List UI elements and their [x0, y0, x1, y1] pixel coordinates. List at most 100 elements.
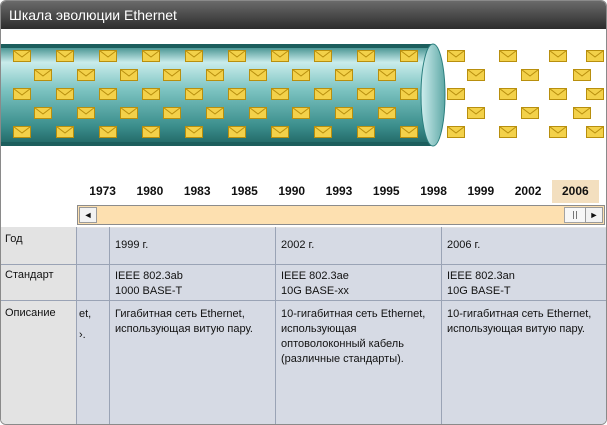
window-title: Шкала эволюции Ethernet [1, 1, 606, 29]
standards-table: Год Стандарт Описание et, ›. 1999 г. IEE… [1, 227, 606, 424]
scroll-thumb[interactable] [564, 207, 586, 223]
year-cell: 2002 г. [281, 239, 315, 251]
year-selector: 1973 1980 1983 1985 1990 1993 1995 1998 1999 2002… [79, 180, 599, 203]
envelope-icon [271, 50, 289, 62]
envelope-icon [335, 69, 353, 81]
year-button-1985[interactable]: 1985 [231, 184, 258, 198]
timeline-scrollbar[interactable]: ◄ ► [77, 205, 605, 225]
standard-cell: IEEE 802.3ab 1000 BASE-T [115, 269, 183, 299]
year-button-1998[interactable]: 1998 [420, 184, 447, 198]
row-header-year: Год [5, 233, 23, 245]
column-divider [275, 227, 276, 424]
row-header-description: Описание [5, 307, 56, 319]
envelope-icon [586, 88, 604, 100]
envelope-icon [99, 88, 117, 100]
envelope-icon [185, 126, 203, 138]
column-divider [76, 227, 77, 424]
year-button-1995[interactable]: 1995 [372, 184, 400, 198]
scroll-left-icon[interactable]: ◄ [79, 207, 97, 223]
envelope-icon [357, 126, 375, 138]
envelope-icon [56, 50, 74, 62]
year-button-1973[interactable]: 1973 [89, 184, 116, 198]
envelope-icon [447, 126, 465, 138]
envelope-icon [378, 69, 396, 81]
envelope-icon [499, 50, 517, 62]
envelope-icon [163, 107, 181, 119]
envelope-icon [185, 50, 203, 62]
pipe-end [420, 43, 446, 147]
envelope-icon [249, 107, 267, 119]
standard-code: 1000 BASE-T [115, 285, 183, 297]
envelope-icon [13, 126, 31, 138]
year-cell: 2006 г. [447, 239, 481, 251]
envelope-icon [13, 50, 31, 62]
thumb-grip [573, 211, 574, 219]
envelope-icon [56, 88, 74, 100]
partial-description-line: et, [79, 308, 92, 320]
envelope-icon [549, 88, 567, 100]
envelope-icon [549, 50, 567, 62]
envelope-icon [271, 126, 289, 138]
standard-code: 10G BASE-xx [281, 285, 349, 297]
envelope-icon [34, 69, 52, 81]
envelope-icon [249, 69, 267, 81]
envelope-icon [467, 69, 485, 81]
envelope-icon [357, 50, 375, 62]
column-divider [109, 227, 110, 424]
envelope-icon [549, 126, 567, 138]
envelope-icon [314, 50, 332, 62]
year-button-1990[interactable]: 1990 [278, 184, 306, 198]
envelope-icon [314, 88, 332, 100]
envelope-icon [378, 107, 396, 119]
thumb-grip [576, 211, 577, 219]
row-divider [1, 300, 606, 301]
standard-cell: IEEE 802.3an 10G BASE-T [447, 269, 515, 299]
column-divider [441, 227, 442, 424]
partial-description-line: ›. [79, 329, 86, 341]
year-button-1983[interactable]: 1983 [183, 184, 211, 198]
scroll-right-icon[interactable]: ► [585, 207, 603, 223]
envelope-icon [206, 107, 224, 119]
envelope-icon [120, 107, 138, 119]
year-button-1999[interactable]: 1999 [467, 184, 495, 198]
envelope-icon [447, 88, 465, 100]
envelope-icon [573, 69, 591, 81]
standard-code: 10G BASE-T [447, 285, 511, 297]
standard-name: IEEE 802.3an [447, 270, 515, 282]
envelope-icon [13, 88, 31, 100]
year-button-2002[interactable]: 2002 [514, 184, 542, 198]
envelope-icon [521, 69, 539, 81]
year-button-1993[interactable]: 1993 [325, 184, 353, 198]
row-header-standard: Стандарт [5, 269, 54, 281]
year-cell: 1999 г. [115, 239, 149, 251]
envelope-icon [586, 126, 604, 138]
cells-background [77, 228, 606, 424]
envelope-icon [163, 69, 181, 81]
envelope-icon [357, 88, 375, 100]
envelope-icon [400, 50, 418, 62]
year-button-2006[interactable]: 2006 [551, 180, 599, 203]
row-divider [1, 264, 606, 265]
envelope-icon [228, 50, 246, 62]
envelope-icon [521, 107, 539, 119]
envelope-icon [400, 88, 418, 100]
envelope-icon [77, 107, 95, 119]
envelope-icon [499, 88, 517, 100]
pipe-bottom-edge [1, 142, 433, 146]
year-button-1980[interactable]: 1980 [136, 184, 164, 198]
envelope-icon [99, 126, 117, 138]
envelope-icon [77, 69, 95, 81]
envelope-icon [142, 50, 160, 62]
partial-description: et, ›. [79, 307, 109, 343]
envelope-icon [400, 126, 418, 138]
envelope-icon [185, 88, 203, 100]
envelope-icon [56, 126, 74, 138]
envelope-icon [228, 126, 246, 138]
envelope-icon [467, 107, 485, 119]
envelope-icon [499, 126, 517, 138]
envelope-icon [573, 107, 591, 119]
envelope-icon [335, 107, 353, 119]
description-cell: 10-гигабитная сеть Ethernet, использующа… [281, 308, 426, 365]
envelope-icon [142, 88, 160, 100]
